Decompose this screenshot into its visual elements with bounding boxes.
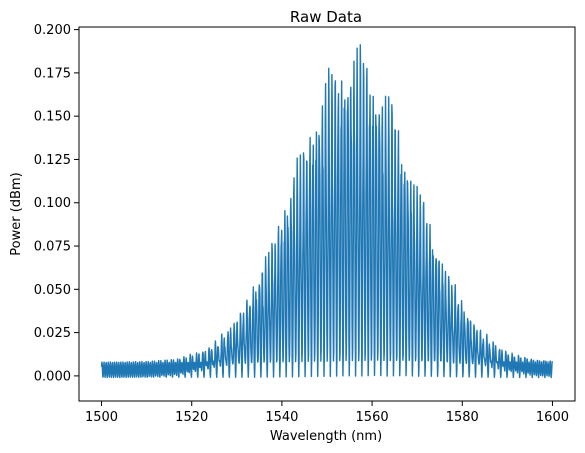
y-tick-label: 0.025: [34, 326, 71, 341]
plot-area: [78, 26, 576, 402]
y-tick-label: 0.075: [34, 240, 71, 255]
x-tick-label: 1540: [265, 410, 298, 425]
y-axis-label: Power (dBm): [9, 172, 24, 255]
y-tick-label: 0.100: [34, 196, 71, 211]
y-tick-label: 0.050: [34, 283, 71, 298]
x-tick-label: 1600: [536, 410, 569, 425]
y-tick-label: 0.175: [34, 66, 71, 81]
series-line: [100, 44, 554, 379]
chart-title: Raw Data: [290, 8, 362, 26]
y-tick-label: 0.150: [34, 110, 71, 125]
x-tick-label: 1560: [356, 410, 389, 425]
y-axis: 0.000 0.025 0.050 0.075 0.100 0.125 0.150 0.175…: [34, 23, 79, 384]
x-axis: 1500 1520 1540 1560 1580 1600: [85, 401, 569, 425]
x-tick-label: 1500: [85, 410, 118, 425]
x-axis-label: Wavelength (nm): [270, 429, 382, 444]
axes-frame: [78, 26, 576, 402]
x-tick-label: 1520: [175, 410, 208, 425]
y-tick-label: 0.000: [34, 369, 71, 384]
x-tick-label: 1580: [446, 410, 479, 425]
y-tick-label: 0.125: [34, 153, 71, 168]
y-tick-label: 0.200: [34, 23, 71, 38]
